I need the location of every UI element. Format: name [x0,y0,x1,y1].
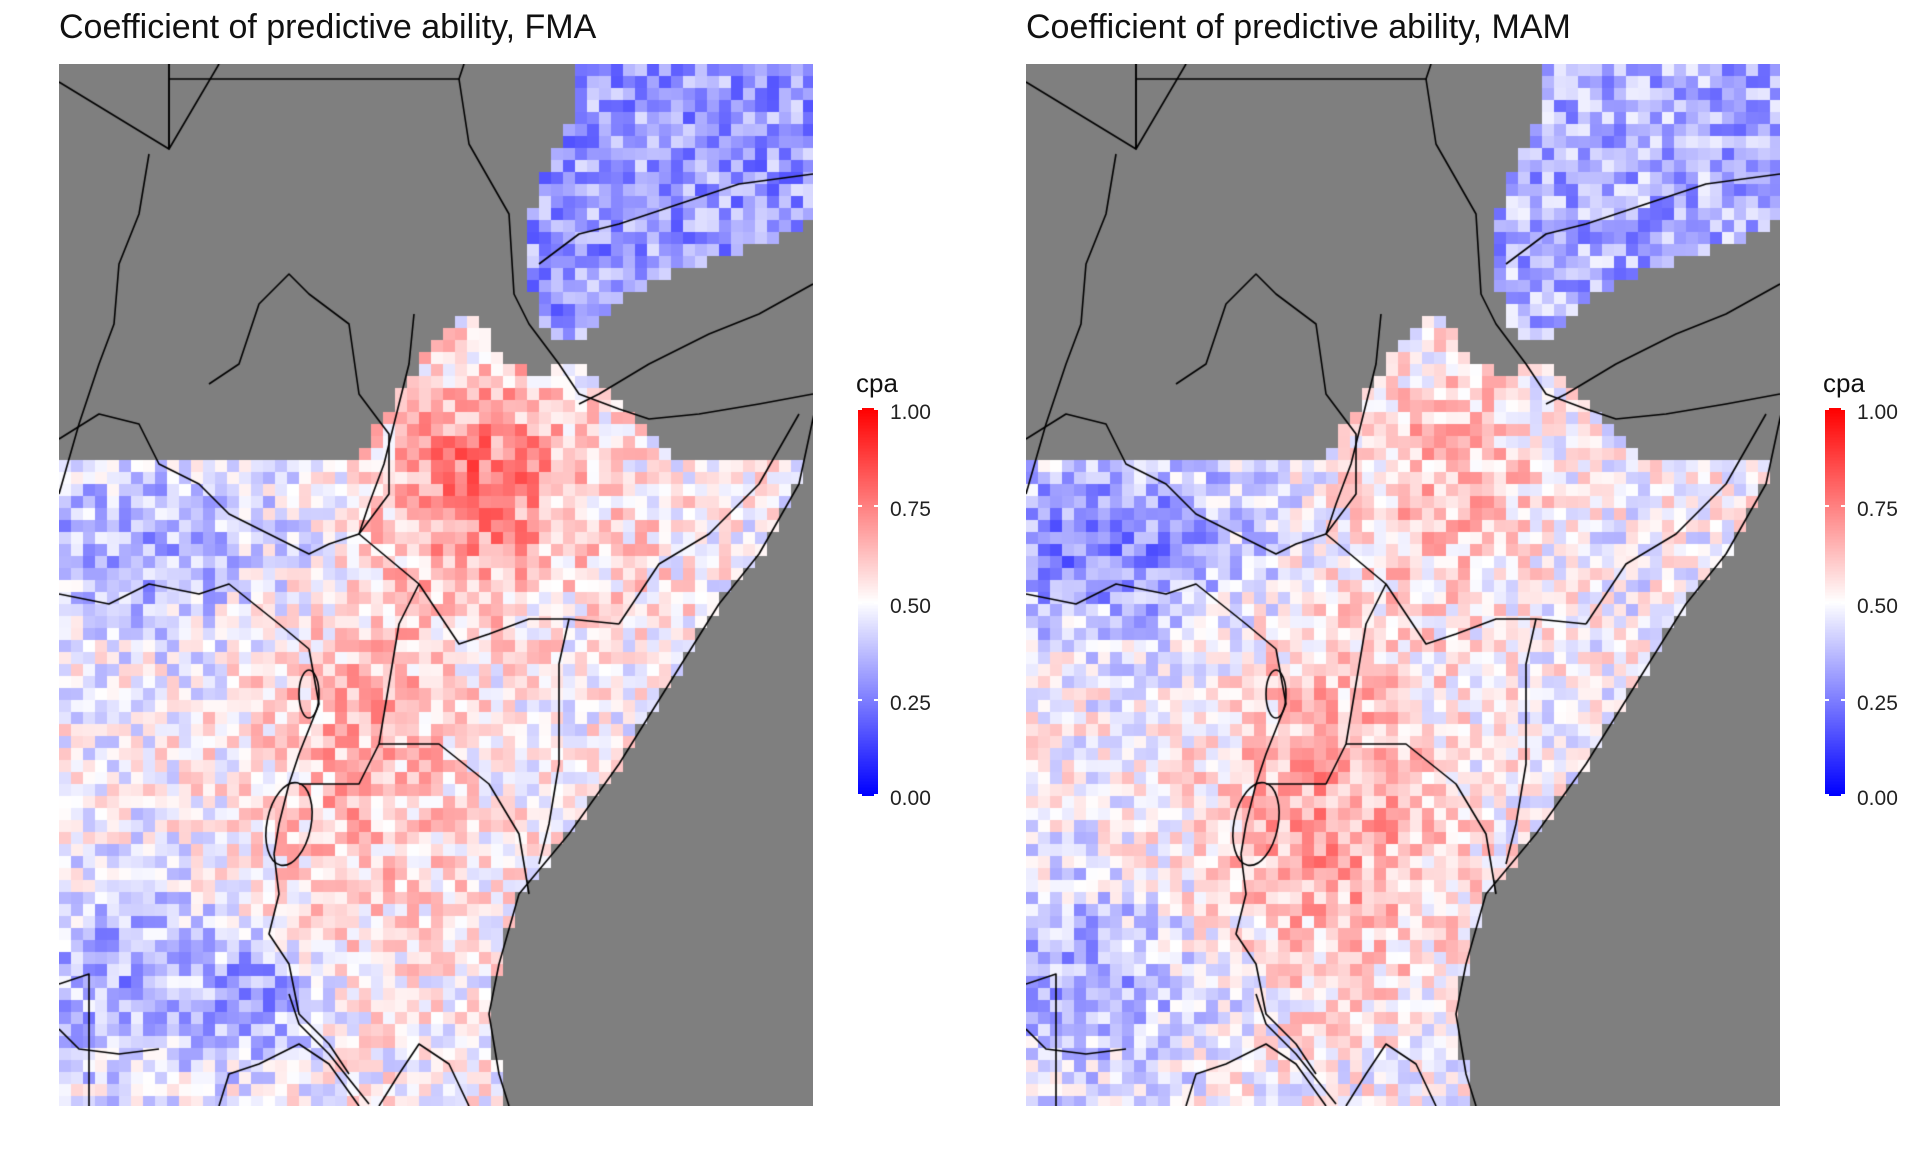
legend-tick [1841,408,1845,410]
legend-tick [858,699,862,701]
cpa-map-mam [1026,64,1780,1106]
legend-fma: cpa 1.00 0.75 0.50 0.25 0.00 [856,368,966,818]
legend-tick [858,794,862,796]
legend-tick-label: 0.75 [1857,498,1898,521]
legend-tick [858,408,862,410]
cpa-map-fma [59,64,813,1106]
legend-tick [874,794,878,796]
legend-tick-label: 0.25 [1857,692,1898,715]
legend-mam: cpa 1.00 0.75 0.50 0.25 0.00 [1823,368,1918,818]
map-title-mam: Coefficient of predictive ability, MAM [1026,8,1571,46]
legend-tick [1841,699,1845,701]
legend-tick [1825,699,1829,701]
legend-tick [1825,408,1829,410]
legend-tick [874,505,878,507]
legend-tick-label: 0.75 [890,498,931,521]
legend-title: cpa [1823,368,1865,398]
legend-tick [1841,602,1845,604]
legend-tick-label: 0.50 [890,595,931,618]
legend-tick-label: 1.00 [1857,401,1898,424]
legend-tick [858,602,862,604]
legend-tick-label: 0.00 [890,787,931,810]
legend-tick [858,505,862,507]
legend-tick-label: 0.25 [890,692,931,715]
legend-tick-label: 0.50 [1857,595,1898,618]
legend-tick [874,408,878,410]
legend-tick [874,602,878,604]
legend-tick [1841,794,1845,796]
legend-colorbar [858,408,878,796]
legend-colorbar [1825,408,1845,796]
legend-tick [874,699,878,701]
legend-tick-label: 1.00 [890,401,931,424]
legend-title: cpa [856,368,898,398]
legend-tick [1825,602,1829,604]
legend-tick [1825,794,1829,796]
legend-tick-label: 0.00 [1857,787,1898,810]
legend-tick [1825,505,1829,507]
legend-tick [1841,505,1845,507]
map-title-fma: Coefficient of predictive ability, FMA [59,8,597,46]
